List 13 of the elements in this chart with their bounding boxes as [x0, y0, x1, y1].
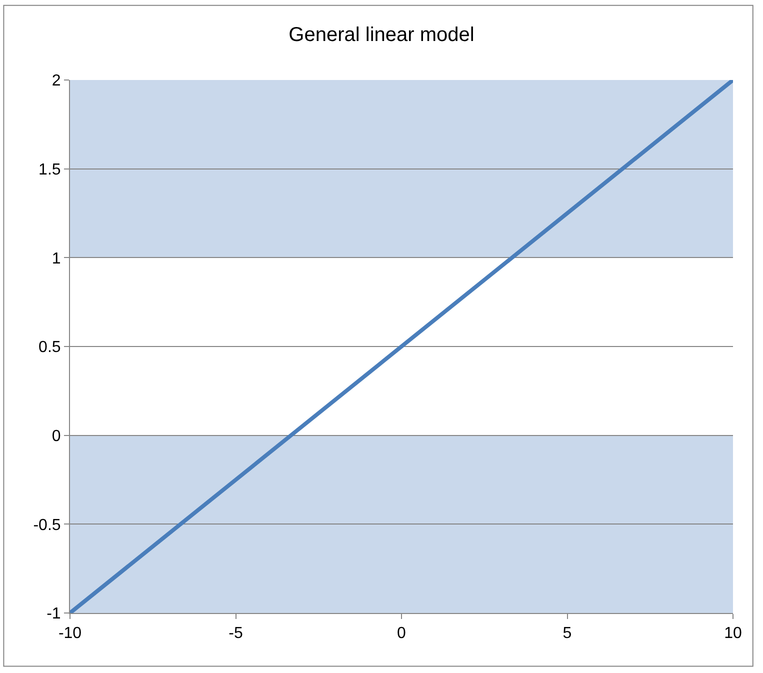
- y-tick-label: 2: [52, 72, 61, 90]
- x-tick-label: 10: [724, 625, 742, 642]
- chart-title: General linear model: [288, 24, 474, 46]
- y-tick-label: 0.5: [38, 339, 61, 356]
- x-tick-label: 0: [397, 625, 406, 642]
- x-tick-label: 5: [562, 625, 572, 642]
- y-tick-label: -1: [46, 606, 61, 623]
- x-tick-label: -5: [228, 625, 243, 642]
- y-tick-label: 1: [52, 250, 61, 268]
- y-tick-label: 0: [52, 428, 61, 445]
- y-tick-label: 1.5: [38, 161, 61, 178]
- x-tick-label: -10: [58, 625, 82, 642]
- y-tick-label: -0.5: [33, 516, 61, 534]
